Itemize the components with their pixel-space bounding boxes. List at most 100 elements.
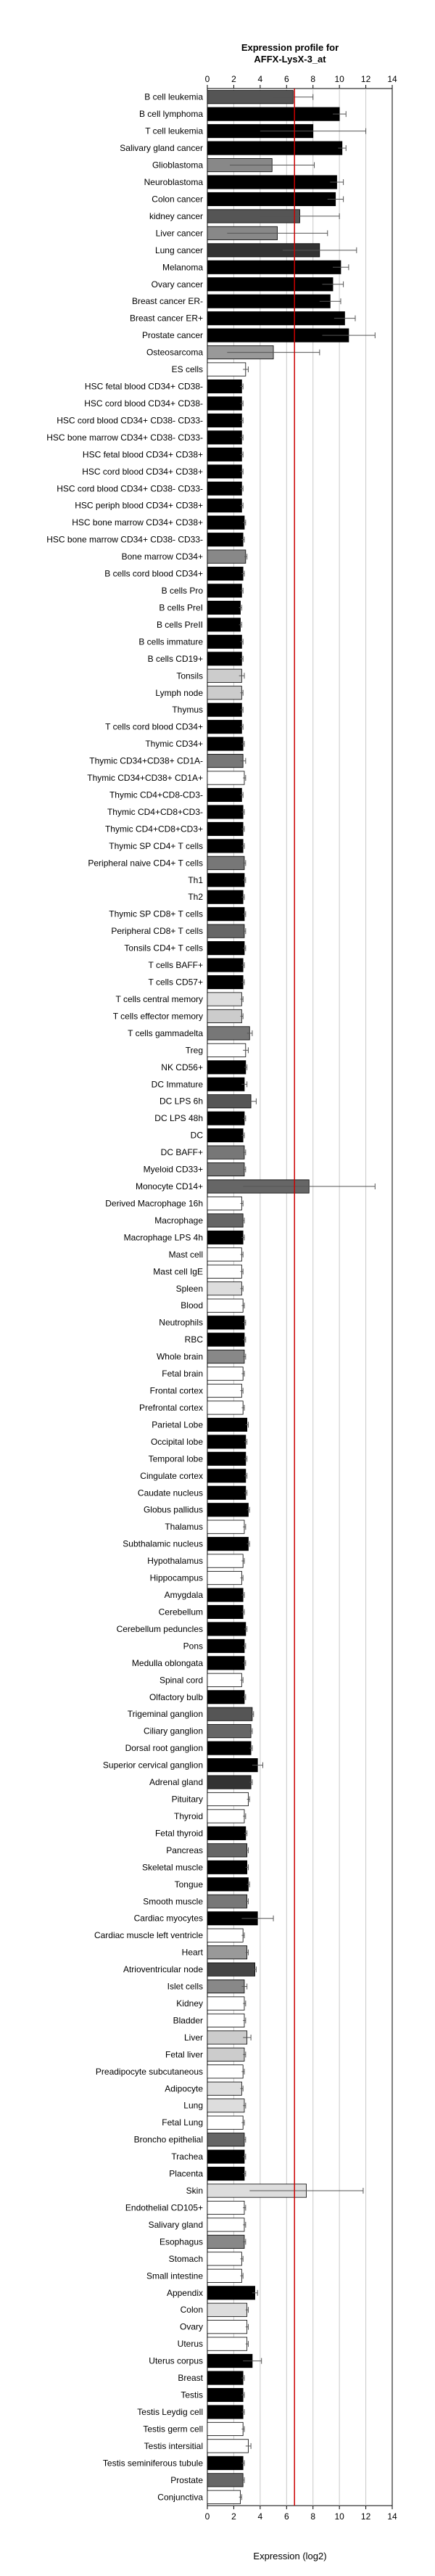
bar (207, 1332, 245, 1347)
category-label: Glioblastoma (152, 160, 203, 171)
bar (207, 2337, 248, 2351)
chart-title: Expression profile for AFFX-LysX-3_at (0, 0, 435, 65)
bar (207, 2302, 248, 2317)
category-label: Thymic SP CD8+ T cells (109, 909, 203, 919)
bar (207, 549, 246, 564)
category-label: Breast cancer ER+ (130, 313, 203, 324)
bar (207, 668, 242, 683)
category-label: Cingulate cortex (140, 1471, 203, 1481)
category-label: Thymic CD34+CD38+ CD1A- (89, 756, 203, 766)
category-label: NK CD56+ (161, 1062, 203, 1072)
category-label: Hippocampus (150, 1573, 203, 1583)
category-label: Peripheral naive CD4+ T cells (88, 858, 203, 868)
x-tick-label-top: 8 (310, 74, 315, 84)
bar (207, 1435, 246, 1449)
category-label: HSC cord blood CD34+ CD38- CD33- (57, 483, 203, 493)
category-label: Esophagus (160, 2236, 203, 2247)
bar (207, 1758, 258, 1773)
bar (207, 1485, 246, 1500)
bar (207, 2286, 255, 2300)
bar (207, 754, 244, 768)
category-label: Endothelial CD105+ (125, 2202, 203, 2212)
bar (207, 533, 244, 547)
bar (207, 362, 246, 377)
category-label: Salivary gland (149, 2220, 203, 2230)
category-label: Cardiac muscle left ventricle (94, 1930, 203, 1940)
bar (207, 1588, 244, 1602)
category-label: Conjunctiva (157, 2492, 203, 2502)
bar (207, 907, 245, 922)
bar (207, 1962, 255, 1977)
category-label: Th2 (188, 892, 203, 902)
bar (207, 1094, 252, 1109)
bar (207, 515, 245, 530)
bar (207, 430, 242, 445)
category-label: Occipital lobe (151, 1437, 203, 1447)
bar (207, 1979, 245, 1994)
category-label: HSC bone marrow CD34+ CD38+ (72, 517, 203, 528)
category-label: Fetal thyroid (155, 1828, 203, 1838)
category-label: Testis germ cell (143, 2424, 203, 2434)
category-label: Breast (178, 2373, 203, 2383)
category-label: Neuroblastoma (144, 177, 204, 187)
bar (207, 260, 341, 274)
bar (207, 992, 242, 1006)
bar (207, 1571, 242, 1586)
x-tick-label-bottom: 14 (387, 2511, 397, 2522)
bar (207, 1775, 252, 1789)
category-label: Ciliary ganglion (144, 1726, 203, 1736)
category-label: B cells CD19+ (148, 654, 203, 664)
x-tick-label-top: 2 (231, 74, 236, 84)
category-label: HSC fetal blood CD34+ CD38- (85, 382, 203, 392)
category-label: T cells central memory (116, 994, 203, 1004)
category-label: Blood (181, 1300, 203, 1310)
bar (207, 1264, 242, 1279)
category-label: Salivary gland cancer (120, 143, 203, 153)
bar (207, 413, 242, 427)
category-label: Pituitary (172, 1794, 203, 1805)
category-label: Uterus (178, 2339, 203, 2349)
category-label: Prostate cancer (142, 330, 203, 340)
category-label: DC LPS 6h (160, 1096, 203, 1107)
x-tick-label-top: 4 (258, 74, 263, 84)
category-label: DC (191, 1131, 204, 1141)
category-label: HSC cord blood CD34+ CD38- CD33- (57, 415, 203, 425)
bar (207, 720, 242, 734)
bar (207, 1519, 245, 1534)
category-label: Monocyte CD14+ (136, 1181, 203, 1191)
category-label: Pancreas (166, 1845, 203, 1855)
x-tick-label-bottom: 0 (205, 2511, 210, 2522)
category-label: Osteosarcoma (146, 348, 203, 358)
bar (207, 941, 245, 956)
category-label: Colon (181, 2305, 203, 2315)
bar (207, 1451, 246, 1466)
category-label: Medulla oblongata (132, 1658, 203, 1668)
bar (207, 1026, 250, 1041)
category-label: Skin (186, 2186, 203, 2196)
chart-title-line-1: Expression profile for (241, 42, 339, 53)
category-label: Thymic CD34+CD38+ CD1A+ (87, 773, 203, 783)
bar (207, 1145, 245, 1160)
bar (207, 1877, 249, 1892)
bar (207, 2200, 245, 2215)
category-label: Dorsal root ganglion (125, 1743, 203, 1753)
bar (207, 1928, 244, 1943)
bar (207, 1213, 244, 1228)
category-label: Heart (182, 1948, 204, 1958)
bar (207, 1996, 245, 2011)
category-label: Prefrontal cortex (139, 1403, 203, 1413)
bar (207, 141, 343, 155)
bar (207, 277, 334, 292)
bar (207, 1417, 248, 1432)
category-label: Kidney (176, 1998, 203, 2009)
category-label: Atrioventricular node (123, 1964, 203, 1974)
x-tick-label-top: 14 (387, 74, 397, 84)
bar (207, 1009, 242, 1023)
bar (207, 2456, 244, 2470)
bar (207, 107, 340, 121)
category-label: HSC bone marrow CD34+ CD38- CD33- (46, 432, 203, 443)
category-label: Adipocyte (165, 2083, 203, 2093)
bar (207, 447, 242, 462)
category-label: Fetal brain (162, 1369, 203, 1379)
category-label: Mast cell (169, 1250, 203, 1260)
